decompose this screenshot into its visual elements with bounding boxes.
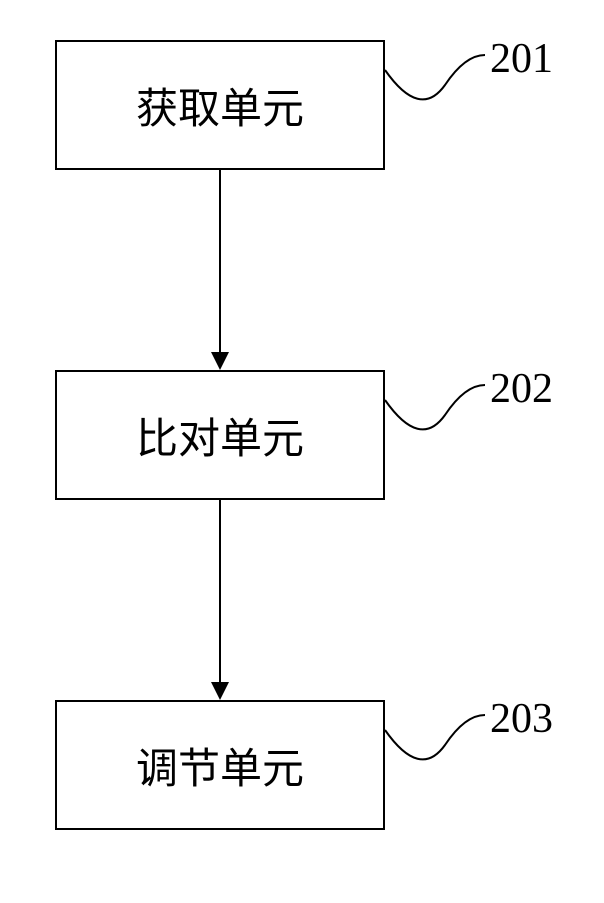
ref-label-203: 203	[490, 695, 553, 743]
lead-line-203	[0, 0, 604, 903]
flowchart-canvas: 获取单元 201 比对单元 202 调节单元 203	[0, 0, 604, 903]
